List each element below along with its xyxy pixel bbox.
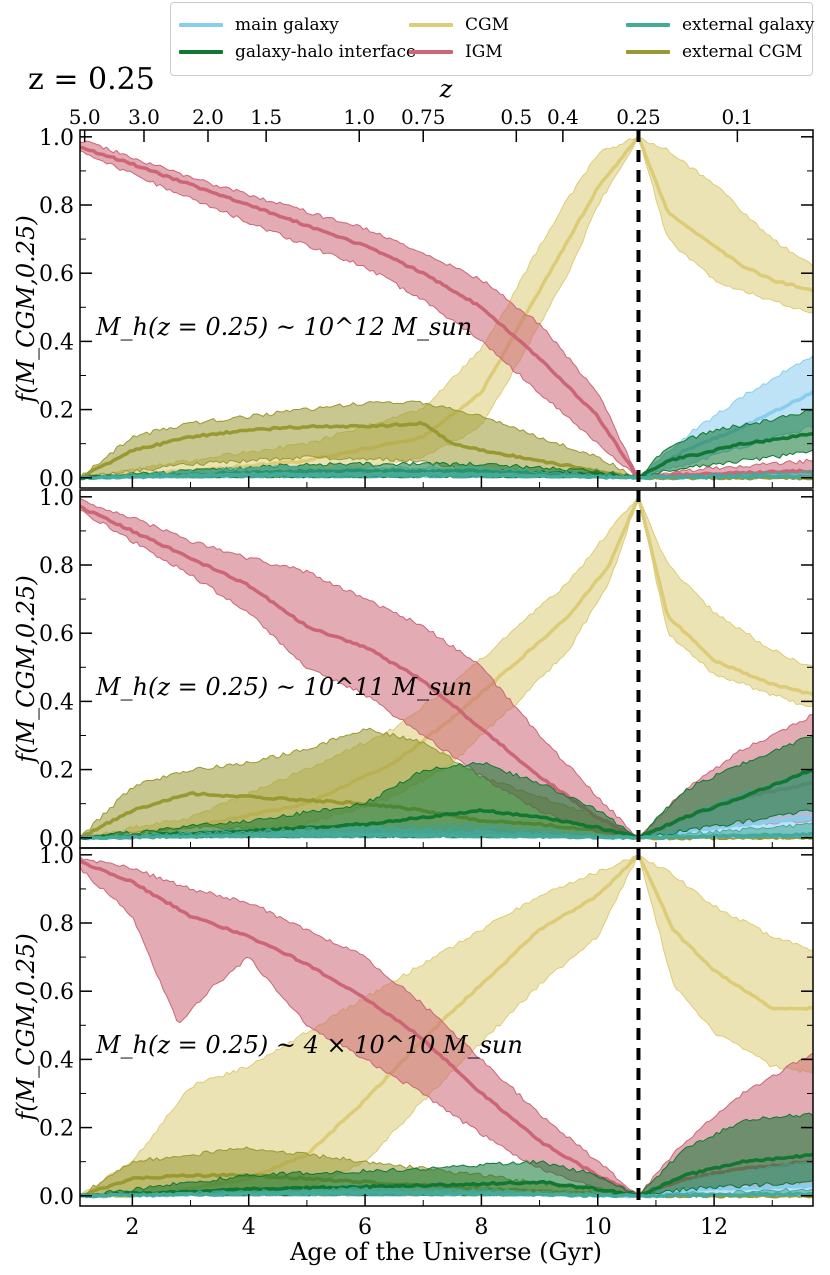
igm-band [80,497,813,839]
interface-line [80,1152,813,1198]
legend-item-igm: IGM [409,41,503,63]
panels-group: 0.0 0.2 0.4 0.6 0.8 1.0 f(M_CGM,0.25) M_h(z = 0… [12,126,814,1240]
y-tick-label: 0.6 [39,622,74,647]
legend-label: IGM [465,42,503,62]
y-tick-label: 0.6 [39,980,74,1005]
top-axis-label: z [439,75,453,103]
legend-item-ext-galaxy: external galaxy [626,14,814,36]
y-tick-label: 0.4 [39,690,74,715]
y-tick-label: 1.0 [39,486,74,511]
y-tick-label: 1.0 [39,844,74,869]
y-tick-label: 0.8 [39,194,74,219]
y-axis-label: f(M_CGM,0.25) [12,215,40,404]
x-tick-label: 10 [584,1215,612,1240]
panel-frame [79,129,814,489]
legend: main galaxy galaxy-halo interface CGM IGM ex… [170,2,814,76]
legend-label: main galaxy [235,15,339,35]
legend-item-main-galaxy: main galaxy [179,14,339,36]
z-tick-label: 0.1 [721,105,753,129]
panel-2: 0.0 0.2 0.4 0.6 0.8 1.0 f(M_CGM,0.25) M_h(z = 0… [12,486,814,852]
panel-plot-area [80,136,813,481]
y-tick-label: 0.4 [39,330,74,355]
z-tick-label: 0.25 [616,105,661,129]
legend-swatch [409,50,453,54]
panel-annotation: M_h(z = 0.25) ~ 4 × 10^10 M_sun [95,1031,523,1059]
legend-item-interface: galaxy-halo interface [179,41,416,63]
z-tick-label: 3.0 [128,105,160,129]
ext-galaxy-line [80,831,813,841]
y-tick-label: 0.0 [39,1185,74,1210]
y-tick-label: 0.6 [39,262,74,287]
panel-plot-area [80,855,813,1199]
z-tick-label: 0.75 [401,105,446,129]
x-tick-label: 6 [358,1215,372,1240]
panel-annotation: M_h(z = 0.25) ~ 10^12 M_sun [95,313,472,341]
legend-item-ext-cgm: external CGM [626,41,803,63]
legend-label: external CGM [682,42,803,62]
ext-galaxy-line [80,1189,813,1199]
y-tick-label: 0.0 [39,827,74,852]
y-tick-label: 0.8 [39,912,74,937]
ext-galaxy-line [80,471,813,481]
x-tick-label: 8 [474,1215,488,1240]
z-tick-label: 0.4 [547,105,579,129]
redshift-axis: 5.0 3.0 2.0 1.5 1.0 0.75 0.5 0.4 0.25 0.1 [69,105,753,142]
legend-label: galaxy-halo interface [235,42,417,62]
legend-item-cgm: CGM [409,14,509,36]
x-tick-label: 2 [125,1215,139,1240]
panel-annotation: M_h(z = 0.25) ~ 10^11 M_sun [95,673,472,701]
legend-label: external galaxy [682,15,815,35]
y-tick-label: 0.8 [39,554,74,579]
x-tick-label: 12 [700,1215,728,1240]
x-axis-label: Age of the Universe (Gyr) [289,1238,602,1266]
legend-swatch [409,23,453,27]
panel-plot-area [80,497,813,841]
z-tick-label: 0.5 [500,105,532,129]
z-tick-label: 2.0 [192,105,224,129]
y-tick-label: 0.2 [39,399,74,424]
y-tick-label: 0.4 [39,1048,74,1073]
y-tick-label: 0.0 [39,467,74,492]
legend-swatch [626,50,670,54]
z-tick-label: 1.5 [250,105,282,129]
y-tick-label: 0.2 [39,759,74,784]
y-tick-label: 0.2 [39,1117,74,1142]
panel-3: 0.0 0.2 0.4 0.6 0.8 1.0 f(M_CGM,0.25) M_h(z = 0… [12,844,814,1210]
z-tick-label: 1.0 [343,105,375,129]
igm-band [80,140,813,479]
panel-frame [79,847,814,1207]
legend-swatch [179,50,223,54]
y-axis-label: f(M_CGM,0.25) [12,575,40,764]
x-tick-label: 4 [242,1215,256,1240]
legend-swatch [626,23,670,27]
legend-swatch [179,23,223,27]
z-tick-label: 5.0 [69,105,101,129]
snapshot-label: z = 0.25 [28,62,155,97]
legend-label: CGM [465,15,509,35]
panel-1: 0.0 0.2 0.4 0.6 0.8 1.0 f(M_CGM,0.25) M_h(z = 0… [12,126,814,492]
y-tick-label: 1.0 [39,126,74,151]
y-axis-label: f(M_CGM,0.25) [12,933,40,1122]
